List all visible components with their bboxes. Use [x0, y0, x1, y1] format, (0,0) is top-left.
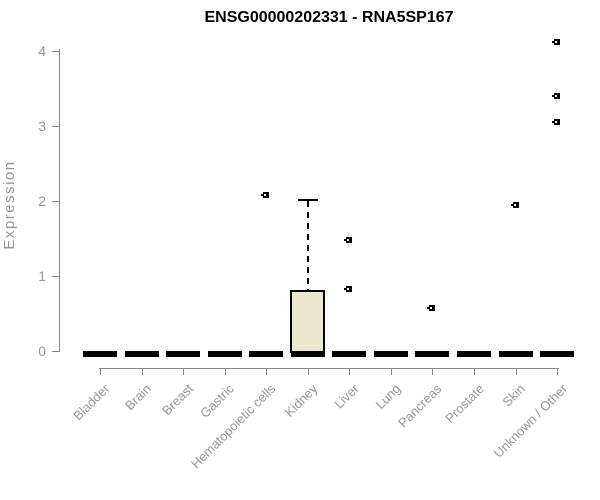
outlier-square: [554, 39, 561, 45]
median-bar: [124, 351, 159, 357]
x-category-label-text: Brain: [122, 381, 155, 414]
y-tick-label: 1: [38, 268, 46, 284]
x-axis-tick: [183, 368, 185, 375]
x-axis-tick: [266, 368, 268, 375]
x-axis-line: [99, 368, 559, 369]
median-bar: [332, 351, 367, 357]
median-bar: [83, 351, 117, 357]
outlier-square: [263, 192, 270, 198]
x-category-label-text: Kidney: [281, 381, 321, 420]
outlier-dash: [552, 95, 555, 97]
outlier-square: [346, 237, 353, 243]
outlier-dash: [552, 41, 555, 43]
y-axis-tick: [52, 276, 59, 277]
median-bar: [540, 351, 575, 357]
x-category-label-text: Breast: [158, 381, 196, 419]
x-category-label-text: Skin: [499, 381, 529, 410]
y-axis-tick: [52, 51, 59, 52]
whisker-cap: [297, 198, 318, 201]
x-category-label-text: Bladder: [70, 381, 113, 424]
median-bar: [166, 351, 201, 357]
x-axis-tick: [432, 368, 434, 375]
outlier-point: [510, 201, 519, 208]
x-category-label-text: Gastric: [197, 381, 238, 421]
outlier-dash: [261, 194, 264, 196]
x-category-label-text: Lung: [372, 381, 404, 413]
y-axis-tick: [52, 351, 59, 352]
outlier-point: [427, 305, 436, 312]
median-bar: [290, 351, 325, 357]
y-tick-label: 2: [38, 193, 46, 209]
outlier-dash: [552, 121, 555, 124]
outlier-square: [554, 119, 561, 126]
median-bar: [415, 351, 450, 357]
y-axis-line: [59, 49, 60, 352]
median-bar: [207, 351, 242, 357]
outlier-square: [554, 93, 561, 99]
x-axis-tick: [349, 368, 351, 375]
outlier-square: [512, 201, 519, 208]
x-axis-tick: [473, 368, 475, 375]
median-bar: [373, 351, 408, 357]
outlier-dash: [344, 287, 347, 290]
outlier-dash: [344, 239, 347, 241]
x-category-label-text: Liver: [331, 381, 362, 412]
y-tick-label: 3: [38, 118, 46, 134]
outlier-point: [552, 119, 561, 126]
x-axis-tick: [224, 368, 226, 375]
x-axis-tick: [390, 368, 392, 375]
outlier-point: [552, 93, 561, 99]
x-category-label-text: Unknown / Other: [490, 381, 570, 461]
x-axis-tick: [515, 368, 517, 375]
outlier-square: [346, 285, 353, 292]
chart-title: ENSG00000202331 - RNA5SP167: [204, 9, 454, 26]
box: [290, 289, 326, 353]
outlier-dash: [510, 203, 513, 206]
x-axis-tick: [307, 368, 309, 375]
x-category-label-text: Prostate: [441, 381, 487, 426]
outlier-point: [261, 192, 270, 198]
y-axis-tick: [52, 201, 59, 202]
outlier-point: [344, 285, 353, 292]
outlier-dash: [427, 307, 430, 310]
outlier-point: [344, 237, 353, 243]
x-axis-tick: [100, 368, 101, 375]
upper-whisker: [306, 200, 309, 290]
y-tick-label: 4: [38, 43, 46, 59]
x-axis-tick: [141, 368, 143, 375]
y-tick-label: 0: [38, 343, 46, 359]
median-bar: [456, 351, 491, 357]
median-bar: [498, 351, 533, 357]
x-category-label-text: Pancreas: [395, 381, 445, 431]
outlier-square: [429, 305, 436, 312]
y-axis-tick: [52, 126, 59, 127]
outlier-point: [552, 39, 561, 45]
x-axis-tick: [557, 368, 559, 375]
median-bar: [249, 351, 284, 357]
